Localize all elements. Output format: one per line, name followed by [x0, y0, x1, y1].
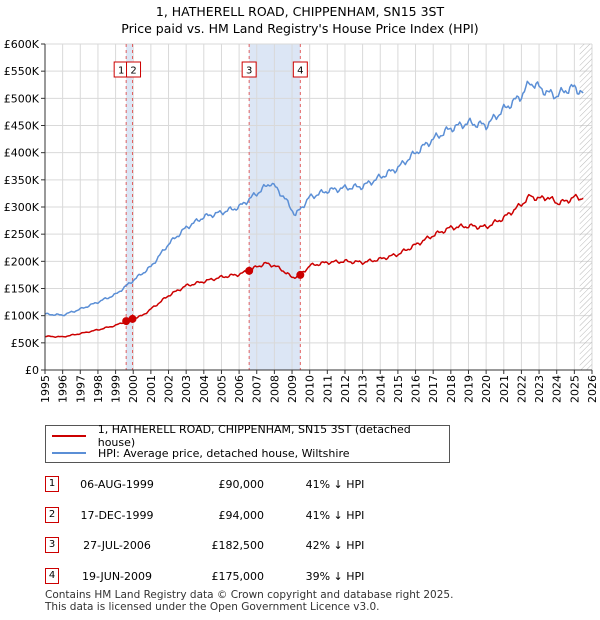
x-tick-label: 2006	[233, 375, 246, 403]
marker-layer	[122, 266, 305, 326]
sale-point	[245, 266, 254, 275]
sale-point	[128, 314, 137, 323]
sale-price: £175,000	[211, 570, 265, 583]
x-tick-label: 2007	[251, 375, 264, 403]
x-tick-label: 1998	[92, 375, 105, 403]
sale-marker-badge-label: 2	[130, 66, 136, 77]
sale-number-badge: 4	[45, 568, 59, 584]
sale-point	[296, 270, 305, 279]
y-tick-label: £600K	[4, 38, 40, 51]
x-tick-label: 2022	[515, 375, 528, 403]
x-tick-label: 1997	[74, 375, 87, 403]
sale-marker-badge-box	[292, 61, 308, 78]
legend-label-property: 1, HATHERELL ROAD, CHIPPENHAM, SN15 3ST …	[97, 423, 411, 449]
x-tick-label: 2000	[127, 375, 140, 403]
x-tick-label: 2003	[180, 375, 193, 403]
y-tick-label: £400K	[4, 147, 40, 160]
x-tick-label: 2012	[339, 375, 352, 403]
x-tick-label: 2024	[551, 375, 564, 403]
x-tick-label: 2005	[215, 375, 228, 403]
sale-marker-badge-label: 1	[118, 66, 124, 77]
sale-marker-badge: 3	[241, 61, 257, 78]
y-tick-label: £150K	[4, 283, 40, 296]
sale-price: £182,500	[211, 539, 265, 552]
table-row: 1 06-AUG-1999 £90,000 41% ↓ HPI	[45, 474, 585, 496]
x-tick-label: 2002	[163, 375, 176, 403]
legend-swatch-property	[52, 435, 86, 437]
sale-hpi-diff: 41% ↓ HPI	[305, 509, 365, 522]
y-tick-label: £350K	[4, 174, 40, 187]
footer: Contains HM Land Registry data © Crown c…	[45, 589, 453, 613]
title-line-2: Price paid vs. HM Land Registry's House …	[121, 21, 479, 36]
hatch-layer	[579, 44, 592, 370]
x-tick-label: 2009	[286, 375, 299, 403]
x-tick-label: 2011	[321, 375, 334, 403]
table-row: 2 17-DEC-1999 £94,000 41% ↓ HPI	[45, 505, 585, 527]
x-tick-label: 2008	[268, 375, 281, 403]
x-tick-label: 2004	[198, 375, 211, 403]
y-tick-label: £500K	[4, 92, 40, 105]
sale-date: 06-AUG-1999	[80, 478, 154, 491]
legend-item-property: 1, HATHERELL ROAD, CHIPPENHAM, SN15 3ST …	[52, 423, 449, 449]
x-tick-label: 2026	[586, 375, 599, 403]
x-tick-label: 2019	[462, 375, 475, 403]
sale-marker-badge-label: 4	[297, 66, 303, 77]
sale-price: £94,000	[218, 509, 265, 522]
x-tick-label: 2013	[357, 375, 370, 403]
x-tick-label: 2017	[427, 375, 440, 403]
x-tick-label: 2021	[498, 375, 511, 403]
x-tick-label: 2025	[568, 375, 581, 403]
series-line-hpi	[44, 80, 584, 317]
y-tick-label: £50K	[11, 337, 40, 350]
footer-copyright: Contains HM Land Registry data © Crown c…	[45, 589, 454, 601]
sale-date: 27-JUL-2006	[83, 539, 151, 552]
sale-marker-badge-box	[126, 61, 142, 78]
footer-licence: This data is licensed under the Open Gov…	[45, 601, 380, 613]
x-tick-label: 1999	[110, 375, 123, 403]
y-tick-label: £300K	[4, 201, 40, 214]
legend-swatch-hpi	[52, 452, 86, 454]
sale-date: 17-DEC-1999	[80, 509, 154, 522]
sale-number-badge: 3	[45, 537, 59, 553]
sale-hpi-diff: 42% ↓ HPI	[305, 539, 365, 552]
y-tick-label: £100K	[4, 310, 40, 323]
legend-label-hpi: HPI: Average price, detached house, Wilt…	[98, 446, 350, 460]
sale-price: £90,000	[218, 478, 265, 491]
sale-marker-badge: 2	[126, 61, 142, 78]
sale-number-badge: 1	[45, 476, 59, 492]
sale-hpi-diff: 41% ↓ HPI	[305, 478, 365, 491]
x-tick-label: 2016	[410, 375, 423, 403]
y-tick-label: £450K	[4, 120, 40, 133]
sale-number-badge: 2	[45, 507, 59, 523]
axis-layer: £0 £50K £100K £150K £200K £250K £300K £350K £400…	[4, 38, 599, 403]
y-tick-label: £550K	[4, 65, 40, 78]
table-row: 4 19-JUN-2009 £175,000 39% ↓ HPI	[45, 566, 585, 588]
x-tick-label: 2018	[445, 375, 458, 403]
y-tick-label: £0	[25, 364, 39, 377]
chart-title: 1, HATHERELL ROAD, CHIPPENHAM, SN15 3ST …	[0, 3, 600, 37]
table-row: 3 27-JUL-2006 £182,500 42% ↓ HPI	[45, 535, 585, 557]
x-tick-label: 2014	[374, 375, 387, 403]
sale-marker-badge-box	[241, 61, 257, 78]
x-tick-label: 1995	[39, 375, 52, 403]
sale-point	[122, 317, 131, 326]
x-tick-label: 2020	[480, 375, 493, 403]
x-tick-label: 2023	[533, 375, 546, 403]
legend-item-hpi: HPI: Average price, detached house, Wilt…	[52, 445, 350, 461]
x-tick-label: 2015	[392, 375, 405, 403]
sale-hpi-diff: 39% ↓ HPI	[305, 570, 365, 583]
legend: 1, HATHERELL ROAD, CHIPPENHAM, SN15 3ST …	[45, 423, 450, 463]
y-tick-label: £200K	[4, 255, 40, 268]
sale-date: 19-JUN-2009	[81, 570, 153, 583]
sale-marker-badge-label: 3	[246, 66, 252, 77]
projection-hatch	[579, 44, 592, 370]
sale-marker-badge: 4	[292, 61, 308, 78]
y-tick-label: £250K	[4, 228, 40, 241]
x-tick-label: 2001	[145, 375, 158, 403]
title-line-1: 1, HATHERELL ROAD, CHIPPENHAM, SN15 3ST	[155, 4, 445, 19]
x-tick-label: 1996	[57, 375, 70, 403]
x-tick-label: 2010	[304, 375, 317, 403]
